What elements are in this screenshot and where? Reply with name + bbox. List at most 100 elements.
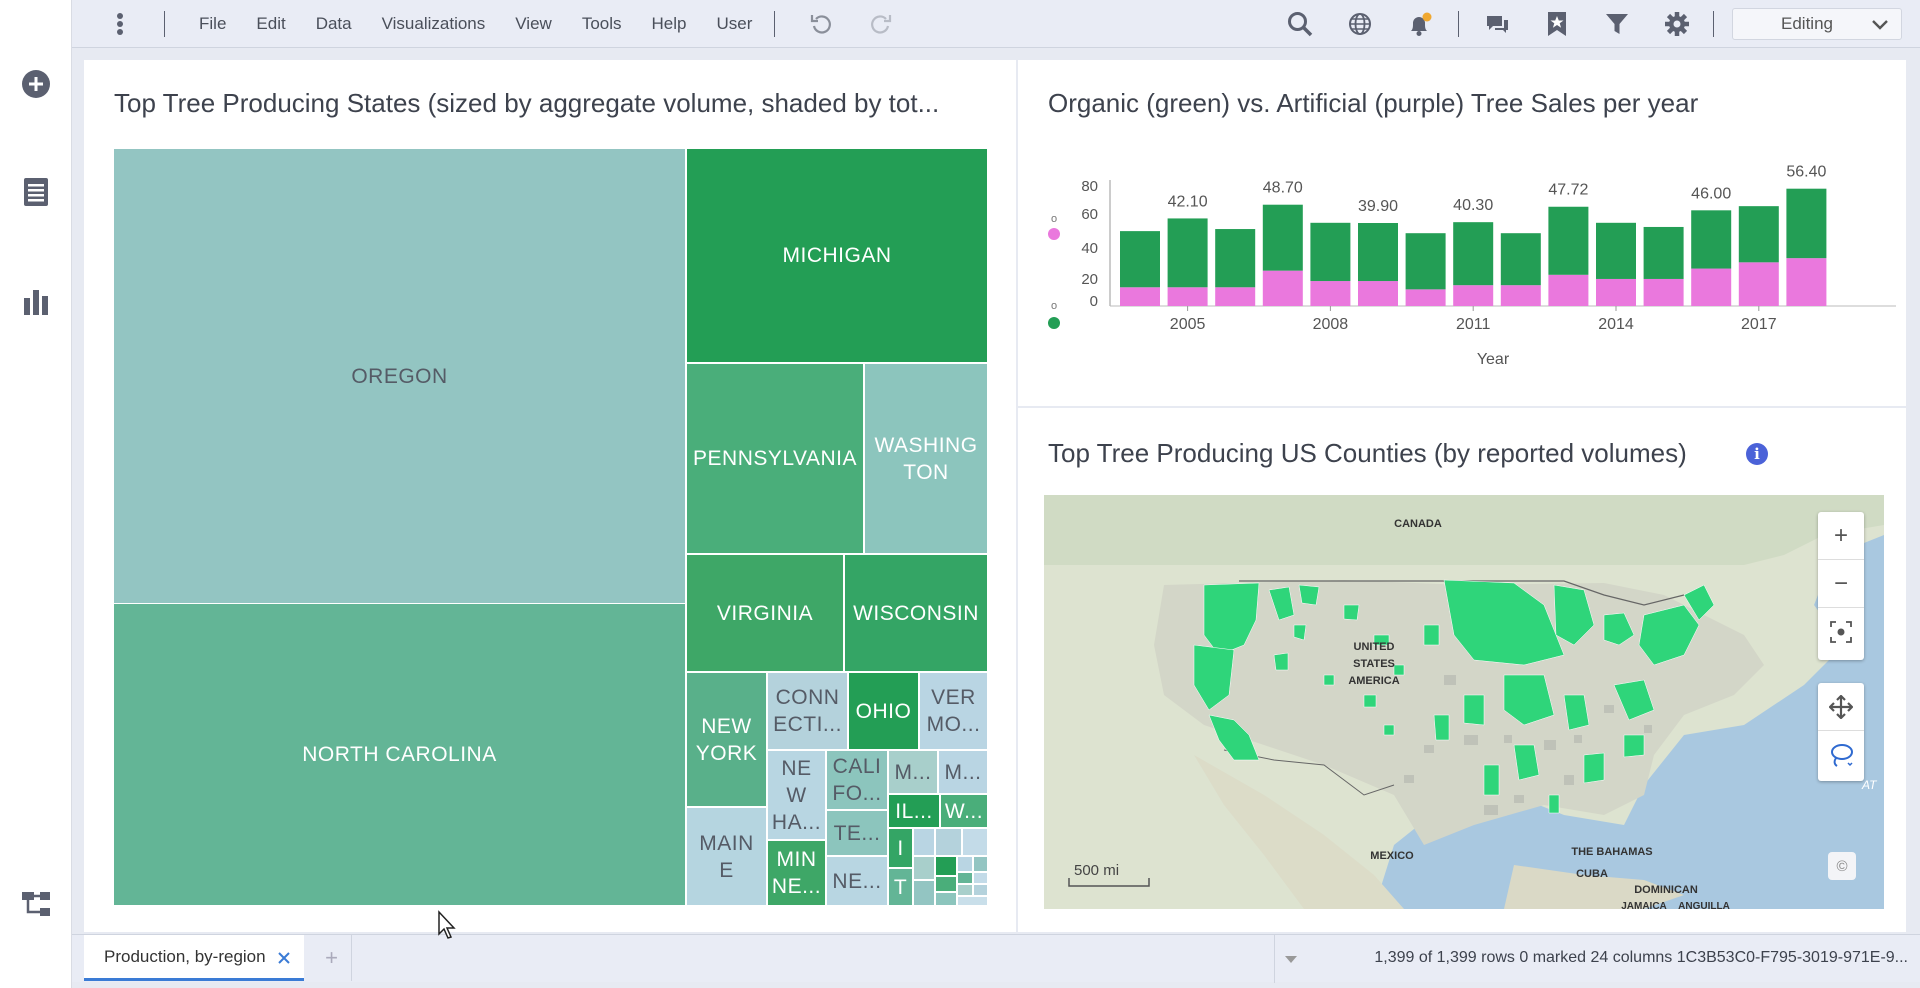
data-flow-icon[interactable] <box>18 886 54 922</box>
treemap-tile-w[interactable]: W... <box>940 794 988 828</box>
treemap-tile-new-york[interactable]: NEW YORK <box>686 672 767 807</box>
toolbar-separator <box>1713 11 1714 37</box>
treemap-tile-small[interactable] <box>973 856 988 872</box>
bottom-bar: Production, by-region + 1,399 of 1,399 r… <box>72 934 1920 983</box>
bar-organic <box>1310 222 1351 282</box>
bar-organic <box>1215 229 1256 288</box>
treemap-tile-small[interactable] <box>913 828 935 856</box>
comments-icon[interactable] <box>1481 8 1513 40</box>
treemap-tile-small[interactable] <box>973 872 988 884</box>
treemap-tile-small[interactable] <box>957 872 973 884</box>
close-tab-icon[interactable] <box>278 952 290 964</box>
search-icon[interactable] <box>1284 8 1316 40</box>
status-dropdown-icon[interactable] <box>1284 955 1298 964</box>
menu-edit[interactable]: Edit <box>256 13 286 33</box>
bar-artificial <box>1167 287 1208 306</box>
treemap-tile-washington[interactable]: WASHING TON <box>864 363 988 554</box>
treemap-title: Top Tree Producing States (sized by aggr… <box>114 88 940 118</box>
treemap-tile-ne[interactable]: NE... <box>826 856 888 906</box>
bar-value-label: 48.70 <box>1263 180 1303 197</box>
bar-artificial <box>1548 274 1589 306</box>
page-tab-production[interactable]: Production, by-region <box>84 935 304 981</box>
treemap-tile-small[interactable] <box>913 856 935 880</box>
zoom-in-button[interactable]: + <box>1818 512 1864 560</box>
treemap-tile-michigan[interactable]: MICHIGAN <box>686 148 988 363</box>
treemap-tile-small[interactable] <box>957 856 973 872</box>
treemap-tile-vermont[interactable]: VER MO... <box>919 672 988 750</box>
treemap-tile-minnesota[interactable]: MIN NE... <box>767 840 826 906</box>
more-vertical-icon[interactable] <box>102 6 138 42</box>
treemap-tile-oregon[interactable]: OREGON <box>113 148 686 604</box>
reset-view-button[interactable] <box>1818 608 1864 656</box>
bar-artificial <box>1358 281 1398 306</box>
filter-icon[interactable] <box>1601 8 1633 40</box>
info-icon[interactable]: i <box>1746 443 1768 465</box>
treemap-tile-m2[interactable]: M... <box>938 750 988 794</box>
treemap-tile-small[interactable] <box>935 876 957 892</box>
bar-chart-icon[interactable] <box>18 283 54 319</box>
treemap-tile-m1[interactable]: M... <box>888 750 938 794</box>
undo-icon[interactable] <box>805 8 837 40</box>
menu-view[interactable]: View <box>515 13 552 33</box>
treemap-tile-pennsylvania[interactable]: PENNSYLVANIA <box>686 363 864 554</box>
treemap-tile-small[interactable] <box>957 896 988 906</box>
add-circle-icon[interactable] <box>18 66 54 102</box>
chevron-down-icon <box>1872 20 1888 30</box>
legend-dot-artificial <box>1048 228 1060 240</box>
bar-artificial <box>1310 281 1351 306</box>
map-view[interactable]: CANADA UNITED STATES AMERICA MEXICO THE … <box>1044 495 1884 909</box>
treemap-tile-small[interactable] <box>973 884 988 896</box>
zoom-out-button[interactable]: − <box>1818 560 1864 608</box>
map-label-cuba: CUBA <box>1576 868 1608 880</box>
treemap-tile-new-hampshire[interactable]: NE W HA... <box>767 750 826 840</box>
bar-organic <box>1358 223 1398 282</box>
menu-user[interactable]: User <box>716 13 753 33</box>
treemap-tile-illinois[interactable]: IL... <box>888 794 940 828</box>
treemap-tile-small[interactable] <box>913 880 935 906</box>
treemap-tile-small[interactable] <box>957 884 973 896</box>
bar-organic <box>1500 233 1541 286</box>
legend-label-truncated: o <box>1051 213 1057 225</box>
map-label-anguilla: ANGUILLA <box>1678 901 1730 909</box>
map-label-mexico: MEXICO <box>1370 850 1414 862</box>
lasso-tool-button[interactable] <box>1818 731 1864 779</box>
left-rail <box>0 0 72 988</box>
bookmark-icon[interactable] <box>1541 8 1573 40</box>
treemap-tile-ohio[interactable]: OHIO <box>848 672 919 750</box>
treemap-tile-small[interactable] <box>962 828 988 856</box>
x-tick-label: 2017 <box>1741 316 1777 333</box>
globe-icon[interactable] <box>1344 8 1376 40</box>
menu-data[interactable]: Data <box>315 13 352 33</box>
bar-organic <box>1786 188 1827 259</box>
focus-icon <box>1830 621 1852 643</box>
bar-artificial <box>1786 258 1827 306</box>
treemap-tile-california[interactable]: CALI FO... <box>826 750 888 810</box>
data-table-icon[interactable] <box>18 174 54 210</box>
bar-artificial <box>1500 285 1541 306</box>
treemap-tile-virginia[interactable]: VIRGINIA <box>686 554 844 672</box>
attribution-button[interactable]: © <box>1828 852 1856 880</box>
treemap-tile-small[interactable] <box>935 828 962 856</box>
add-page-button[interactable]: + <box>312 935 352 981</box>
treemap-tile-texas[interactable]: TE... <box>826 810 888 856</box>
pan-tool-button[interactable] <box>1818 683 1864 731</box>
menu-help[interactable]: Help <box>651 13 687 33</box>
map-zoom-controls: + − <box>1818 512 1864 660</box>
treemap-tile-t[interactable]: T <box>888 868 913 906</box>
treemap-tile-small[interactable] <box>935 856 957 876</box>
treemap-tile-connecticut[interactable]: CONN ECTI... <box>767 672 848 750</box>
x-tick-label: 2011 <box>1456 316 1491 333</box>
treemap-tile-i[interactable]: I <box>888 828 913 868</box>
menu-file[interactable]: File <box>199 13 227 33</box>
redo-icon[interactable] <box>865 8 897 40</box>
treemap-tile-small[interactable] <box>935 892 957 906</box>
treemap-tile-maine[interactable]: MAIN E <box>686 807 767 906</box>
mode-dropdown[interactable]: Editing <box>1732 8 1902 40</box>
menu-visualizations[interactable]: Visualizations <box>381 13 486 33</box>
menu-tools[interactable]: Tools <box>581 13 622 33</box>
settings-gear-icon[interactable] <box>1661 8 1693 40</box>
treemap-tile-north-carolina[interactable]: NORTH CAROLINA <box>113 603 686 906</box>
map-title: Top Tree Producing US Counties (by repor… <box>1048 438 1687 468</box>
notification-bell-icon[interactable] <box>1404 8 1436 40</box>
treemap-tile-wisconsin[interactable]: WISCONSIN <box>844 554 988 672</box>
